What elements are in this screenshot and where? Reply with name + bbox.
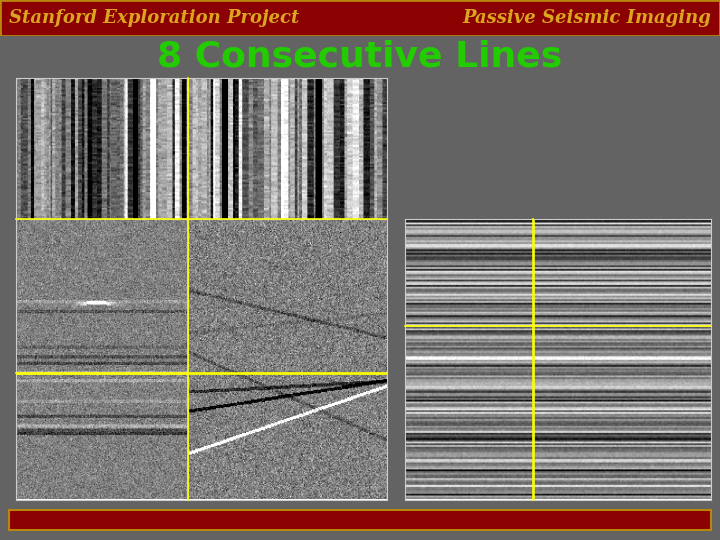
Text: Passive Seismic Imaging: Passive Seismic Imaging <box>462 9 711 27</box>
Text: 8 Consecutive Lines: 8 Consecutive Lines <box>158 40 562 74</box>
Text: Stanford Exploration Project: Stanford Exploration Project <box>9 9 299 27</box>
